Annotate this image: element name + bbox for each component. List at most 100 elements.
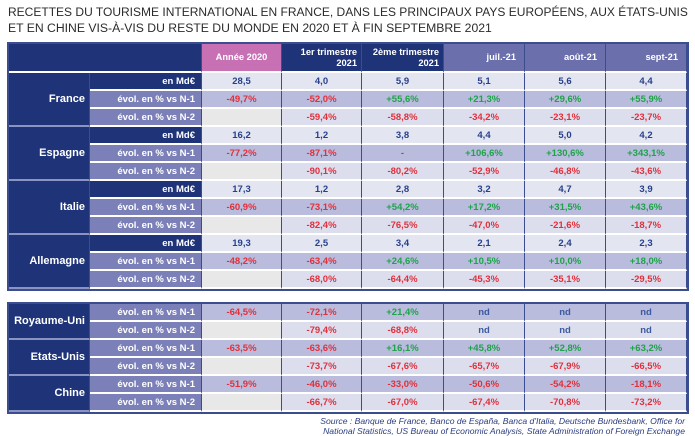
value-cell: -64,4% [362,271,444,289]
row-label-n1: évol. en % vs N-1 [90,199,202,217]
value-cell: -77,2% [202,145,282,163]
value-cell: - [362,145,444,163]
value-cell: -72,1% [282,304,362,322]
value-cell [202,358,282,376]
value-cell: +63,2% [606,340,687,358]
value-cell: 28,5 [202,73,282,91]
row-label-n2: évol. en % vs N-2 [90,109,202,127]
country-label: Allemagne [9,235,90,289]
header-blank [9,44,202,73]
row-label-md: en Md€ [90,181,202,199]
table-row: Royaume-Uni évol. en % vs N-1 -64,5% -72,1%… [9,304,687,340]
value-cell: 2,1 [444,235,525,253]
value-cell: -52,9% [444,163,525,181]
value-cell: -66,7% [282,394,362,412]
value-cell: +24,6% [362,253,444,271]
table-row: Chine évol. en % vs N-1 -51,9% -46,0% -33,0%… [9,376,687,412]
value-cell: -48,2% [202,253,282,271]
main-countries-table: Année 2020 1er trimestre 2021 2ème trime… [7,42,689,291]
value-cell: 19,3 [202,235,282,253]
source-line: Source : Banque de France, Banco de Espa… [320,416,685,426]
value-cell: +130,6% [525,145,606,163]
row-label-md: en Md€ [90,235,202,253]
value-cell: +18,0% [606,253,687,271]
value-cell: +55,6% [362,91,444,109]
table-row: évol. en % vs N-1 -77,2% -87,1% - +106,6% +13… [9,145,687,163]
header-q2-2021: 2ème trimestre 2021 [362,44,444,73]
value-cell: 16,2 [202,127,282,145]
value-cell: 17,3 [202,181,282,199]
value-cell: -67,4% [444,394,525,412]
value-cell: -79,4% [282,322,362,340]
value-cell: -73,1% [282,199,362,217]
value-cell: nd [606,304,687,322]
value-cell: -67,9% [525,358,606,376]
value-cell: -52,0% [282,91,362,109]
country-label: Etats-Unis [9,340,90,376]
value-cell: 3,8 [362,127,444,145]
value-cell: 2,8 [362,181,444,199]
title-line: ET EN CHINE VIS-À-VIS DU RESTE DU MONDE … [8,21,492,35]
value-cell [202,271,282,289]
row-label-n2: évol. en % vs N-2 [90,394,202,412]
value-cell: -73,7% [282,358,362,376]
value-cell: 3,2 [444,181,525,199]
value-cell: -18,7% [606,217,687,235]
value-cell: -46,0% [282,376,362,394]
header-sept-21: sept-21 [606,44,687,73]
value-cell: -35,1% [525,271,606,289]
value-cell [202,217,282,235]
value-cell: -67,0% [362,394,444,412]
country-label: Chine [9,376,90,412]
table-row: Espagne en Md€ 16,2 1,2 3,8 4,4 5,0 4,2 [9,127,687,181]
value-cell: +17,2% [444,199,525,217]
value-cell: -63,6% [282,340,362,358]
row-label-n2: évol. en % vs N-2 [90,322,202,340]
value-cell: +21,3% [444,91,525,109]
value-cell: -58,8% [362,109,444,127]
table-row: évol. en % vs N-1 -49,7% -52,0% +55,6% +21,3… [9,91,687,109]
value-cell: -23,7% [606,109,687,127]
value-cell: 2,3 [606,235,687,253]
value-cell: 5,9 [362,73,444,91]
value-cell: 3,9 [606,181,687,199]
value-cell: -90,1% [282,163,362,181]
table-row: France en Md€ 28,5 4,0 5,9 5,1 5,6 4,4 [9,73,687,127]
table-row: évol. en % vs N-1 -60,9% -73,1% +54,2% +17,2… [9,199,687,217]
value-cell: -76,5% [362,217,444,235]
source-note: Source : Banque de France, Banco de Espa… [320,416,685,436]
value-cell [202,163,282,181]
country-label: Royaume-Uni [9,304,90,340]
table-row: Allemagne en Md€ 19,3 2,5 3,4 2,1 2,4 2,3 [9,235,687,289]
value-cell: -54,2% [525,376,606,394]
value-cell: -64,5% [202,304,282,322]
table-row: évol. en % vs N-2 -73,7% -67,6% -65,7% -67,9… [9,358,687,376]
value-cell: nd [444,322,525,340]
value-cell [202,394,282,412]
value-cell: 5,1 [444,73,525,91]
header-q1-2021: 1er trimestre 2021 [282,44,362,73]
value-cell: -66,5% [606,358,687,376]
value-cell: 3,4 [362,235,444,253]
value-cell: +52,8% [525,340,606,358]
value-cell: +106,6% [444,145,525,163]
row-label-md: en Md€ [90,127,202,145]
value-cell: -51,9% [202,376,282,394]
value-cell: +343,1% [606,145,687,163]
row-label-n1: évol. en % vs N-1 [90,376,202,394]
value-cell: +10,5% [444,253,525,271]
value-cell: -70,8% [525,394,606,412]
row-label-n1: évol. en % vs N-1 [90,91,202,109]
value-cell: 4,7 [525,181,606,199]
value-cell: -33,0% [362,376,444,394]
value-cell: 5,0 [525,127,606,145]
country-label: Italie [9,181,90,235]
value-cell: nd [525,322,606,340]
value-cell: -49,7% [202,91,282,109]
value-cell: +10,0% [525,253,606,271]
value-cell: -59,4% [282,109,362,127]
row-label-n1: évol. en % vs N-1 [90,145,202,163]
row-label-n1: évol. en % vs N-1 [90,304,202,322]
value-cell: +16,1% [362,340,444,358]
value-cell: -29,5% [606,271,687,289]
